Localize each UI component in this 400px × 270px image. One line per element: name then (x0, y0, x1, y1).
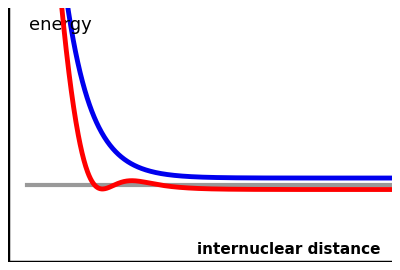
Text: internuclear distance: internuclear distance (197, 242, 380, 257)
Text: energy: energy (29, 16, 92, 34)
